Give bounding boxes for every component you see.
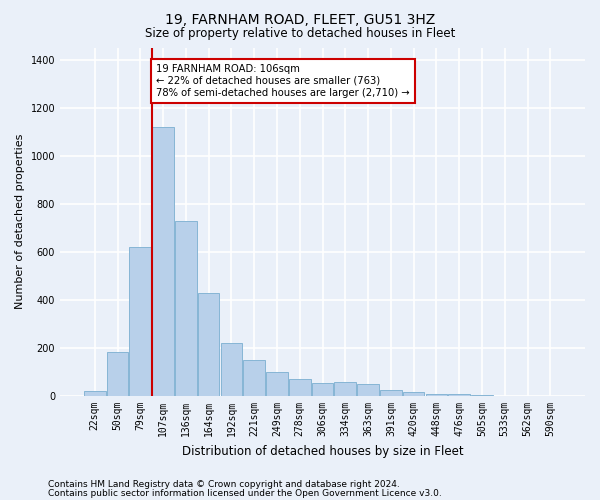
Bar: [152, 127, 174, 396]
X-axis label: Distribution of detached houses by size in Fleet: Distribution of detached houses by size …: [182, 444, 463, 458]
Bar: [289, 379, 311, 396]
Text: Contains public sector information licensed under the Open Government Licence v3: Contains public sector information licen…: [48, 488, 442, 498]
Text: 19 FARNHAM ROAD: 106sqm
← 22% of detached houses are smaller (763)
78% of semi-d: 19 FARNHAM ROAD: 106sqm ← 22% of detache…: [156, 64, 410, 98]
Bar: [84, 391, 106, 396]
Text: Size of property relative to detached houses in Fleet: Size of property relative to detached ho…: [145, 28, 455, 40]
Bar: [403, 392, 424, 396]
Bar: [380, 390, 401, 396]
Bar: [198, 292, 220, 396]
Y-axis label: Number of detached properties: Number of detached properties: [15, 134, 25, 310]
Bar: [175, 220, 197, 396]
Bar: [312, 383, 334, 396]
Bar: [334, 382, 356, 396]
Bar: [244, 360, 265, 396]
Bar: [471, 395, 493, 396]
Bar: [448, 394, 470, 396]
Text: Contains HM Land Registry data © Crown copyright and database right 2024.: Contains HM Land Registry data © Crown c…: [48, 480, 400, 489]
Bar: [266, 372, 288, 396]
Bar: [425, 394, 447, 396]
Bar: [130, 247, 151, 396]
Bar: [221, 343, 242, 396]
Text: 19, FARNHAM ROAD, FLEET, GU51 3HZ: 19, FARNHAM ROAD, FLEET, GU51 3HZ: [165, 12, 435, 26]
Bar: [357, 384, 379, 396]
Bar: [107, 352, 128, 396]
